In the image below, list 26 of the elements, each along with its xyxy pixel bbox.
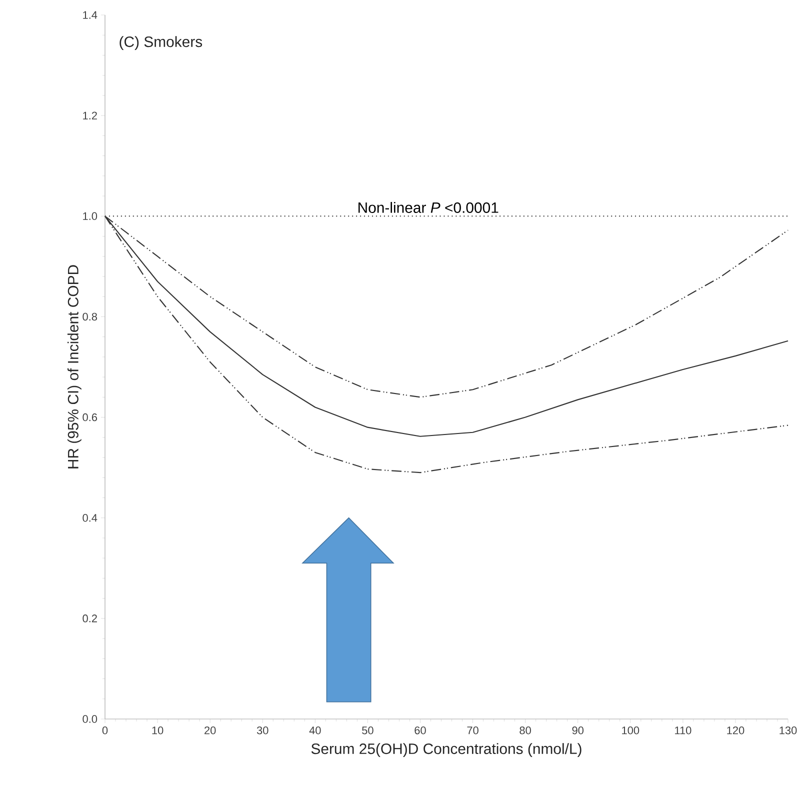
x-tick-label: 0 <box>102 726 108 734</box>
y-tick-label: 1.4 <box>83 11 98 19</box>
y-tick-label: 1.2 <box>83 112 97 120</box>
y-tick-label: 0.2 <box>82 614 97 622</box>
x-tick-label: 60 <box>414 726 426 734</box>
y-tick-label: 0.0 <box>82 715 98 723</box>
y-tick-label: 0.4 <box>82 514 98 522</box>
annotation: Non-linear P <0.0001 <box>358 202 498 213</box>
y-tick-label: 1.0 <box>83 212 98 220</box>
x-tick-label: 80 <box>520 726 531 734</box>
x-tick-label: 120 <box>727 726 744 734</box>
x-tick-label: 70 <box>467 726 478 734</box>
x-tick-label: 90 <box>572 726 584 734</box>
x-tick-label: 50 <box>362 726 374 734</box>
x-axis-title: Serum 25(OH)D Concentrations (nmol/L) <box>311 743 582 758</box>
x-tick-label: 110 <box>675 726 692 734</box>
x-tick-label: 100 <box>622 726 640 734</box>
x-tick-label: 10 <box>152 726 164 734</box>
x-tick-label: 40 <box>309 726 321 734</box>
y-tick-label: 0.6 <box>82 413 98 422</box>
y-axis-title: HR (95% CI) of Incident COPD <box>67 265 82 468</box>
x-tick-label: 130 <box>780 726 797 734</box>
text: (C) Smokers <box>120 36 202 50</box>
y-tick-label: 0.8 <box>82 312 98 321</box>
x-tick-label: 20 <box>204 726 216 734</box>
x-tick-label: 30 <box>256 726 268 734</box>
